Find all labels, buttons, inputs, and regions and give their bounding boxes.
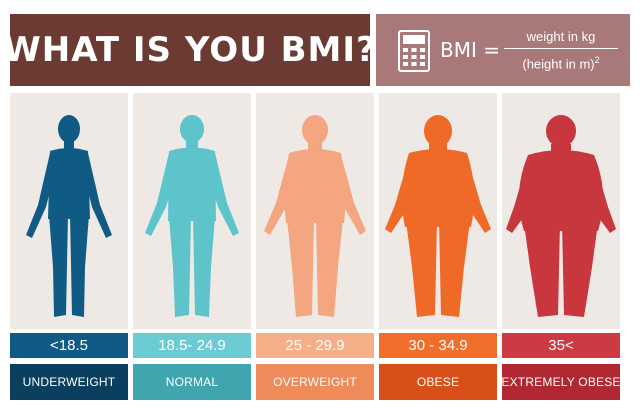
bmi-range: 25 - 29.9	[256, 333, 374, 358]
extremely-obese-body-icon	[506, 115, 616, 317]
column-extremely-obese	[502, 93, 620, 329]
category-label: UNDERWEIGHT	[10, 364, 128, 400]
category-label: OVERWEIGHT	[256, 364, 374, 400]
bmi-range: 35<	[502, 333, 620, 358]
page-title: WHAT IS YOU BMI?	[3, 30, 377, 70]
overweight-body-icon	[264, 115, 366, 317]
formula-exponent: 2	[594, 55, 600, 65]
bmi-range: <18.5	[10, 333, 128, 358]
category-label: EXTREMELY OBESE	[501, 364, 620, 400]
bmi-range: 30 - 34.9	[379, 333, 497, 358]
title-banner: WHAT IS YOU BMI?	[3, 14, 376, 86]
formula-denominator-wrap: (height in m)2	[504, 49, 618, 73]
column-overweight	[256, 93, 374, 329]
column-obese	[379, 93, 497, 329]
obese-body-icon	[385, 115, 491, 317]
category-label: NORMAL	[133, 364, 251, 400]
formula-numerator: weight in kg	[504, 28, 618, 49]
category-label: OBESE	[379, 364, 497, 400]
bmi-range: 18.5- 24.9	[133, 333, 251, 358]
formula-banner: BMI = weight in kg (height in m)2	[376, 14, 630, 86]
thin-body-icon	[26, 115, 112, 317]
calculator-icon	[398, 30, 430, 72]
column-normal	[133, 93, 251, 329]
formula-fraction: weight in kg (height in m)2	[504, 28, 618, 73]
normal-body-icon	[145, 115, 239, 317]
formula-denominator: (height in m)	[522, 56, 595, 72]
column-underweight	[10, 93, 128, 329]
formula-lhs: BMI =	[440, 38, 500, 62]
